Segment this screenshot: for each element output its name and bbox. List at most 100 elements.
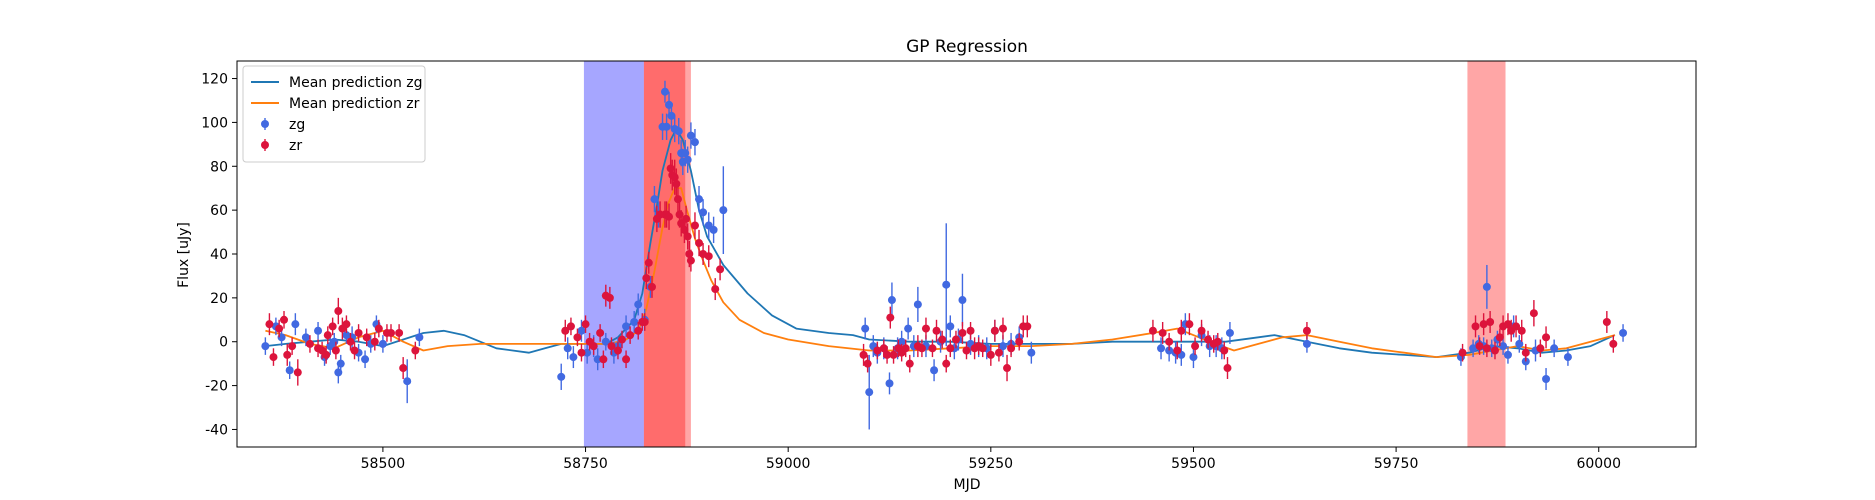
point-zr xyxy=(350,346,359,355)
mean-prediction-lines xyxy=(265,128,1616,359)
x-tick-label: 60000 xyxy=(1576,456,1621,472)
y-tick-label: 120 xyxy=(201,72,228,88)
point-zg xyxy=(662,122,671,131)
point-zg xyxy=(695,195,704,204)
shaded-region-3 xyxy=(1467,61,1506,447)
point-zr xyxy=(695,239,704,248)
point-zg xyxy=(601,337,610,346)
point-zr xyxy=(1007,344,1016,353)
point-zr xyxy=(883,350,892,359)
point-zg xyxy=(998,342,1007,351)
point-zg xyxy=(719,206,728,215)
point-zr xyxy=(599,355,608,364)
point-zr xyxy=(1490,346,1499,355)
shaded-region-0 xyxy=(583,61,644,447)
point-zr xyxy=(990,326,999,335)
point-zr xyxy=(932,326,941,335)
point-zr xyxy=(305,339,314,348)
point-zr xyxy=(1023,322,1032,331)
y-tick-label: 40 xyxy=(210,247,228,263)
point-zr xyxy=(342,320,351,329)
point-zr xyxy=(577,348,586,357)
point-zr xyxy=(1003,364,1012,373)
point-zr xyxy=(362,333,371,342)
point-zg xyxy=(865,388,874,397)
point-zr xyxy=(1542,333,1551,342)
point-zr xyxy=(942,359,951,368)
point-zr xyxy=(626,331,635,340)
y-tick-label: -20 xyxy=(205,379,228,395)
point-zr xyxy=(566,322,575,331)
point-zr xyxy=(1475,342,1484,351)
point-zg xyxy=(1550,344,1559,353)
point-zr xyxy=(917,344,926,353)
point-zr xyxy=(901,344,910,353)
point-zg xyxy=(285,366,294,375)
point-zr xyxy=(648,282,657,291)
point-zr xyxy=(1148,326,1157,335)
y-tick-label: 60 xyxy=(210,203,228,219)
point-zg xyxy=(1469,344,1478,353)
point-zg xyxy=(1027,348,1036,357)
point-zr xyxy=(966,326,975,335)
point-zr xyxy=(986,350,995,359)
point-zr xyxy=(334,307,343,316)
point-zr xyxy=(886,313,895,322)
x-tick-label: 59000 xyxy=(766,456,811,472)
point-zg xyxy=(913,300,922,309)
point-zr xyxy=(998,324,1007,333)
plot-frame xyxy=(236,60,1697,448)
legend: Mean prediction zg Mean prediction zr zg zr xyxy=(242,65,426,163)
point-zg xyxy=(946,322,955,331)
point-zg xyxy=(861,324,870,333)
data-points xyxy=(261,80,1628,430)
point-zg xyxy=(930,366,939,375)
point-zr xyxy=(322,350,331,359)
point-zr xyxy=(879,344,888,353)
y-tick-label: 100 xyxy=(201,115,228,131)
point-zr xyxy=(1512,322,1521,331)
point-zr xyxy=(280,315,289,324)
point-zg xyxy=(1157,344,1166,353)
point-zr xyxy=(395,328,404,337)
point-zr xyxy=(1302,326,1311,335)
point-zg xyxy=(904,324,913,333)
point-zg xyxy=(557,372,566,381)
point-zg xyxy=(378,339,387,348)
point-zr xyxy=(581,320,590,329)
point-zg xyxy=(593,355,602,364)
point-zr xyxy=(686,256,695,265)
chart-title: GP Regression xyxy=(906,37,1028,57)
point-zr xyxy=(958,328,967,337)
point-zg xyxy=(885,379,894,388)
y-tick-label: 80 xyxy=(210,159,228,175)
y-tick-label: 20 xyxy=(210,291,228,307)
point-zr xyxy=(1173,346,1182,355)
point-zg xyxy=(336,359,345,368)
x-tick-label: 59250 xyxy=(969,456,1014,472)
point-zr xyxy=(1521,348,1530,357)
point-zr xyxy=(1536,344,1545,353)
point-zg xyxy=(261,342,270,351)
point-zr xyxy=(994,348,1003,357)
point-zg xyxy=(415,333,424,342)
point-zg xyxy=(563,344,572,353)
point-zg xyxy=(660,87,669,96)
point-zr xyxy=(863,359,872,368)
axis-ticks: 58500 58750 59000 59250 59500 59750 60000 -40 -2… xyxy=(201,72,1621,472)
point-zr xyxy=(704,252,713,261)
point-zr xyxy=(1503,320,1512,329)
point-zr xyxy=(293,368,302,377)
x-tick-label: 58500 xyxy=(361,456,406,472)
point-zr xyxy=(1479,320,1488,329)
point-zr xyxy=(672,179,681,188)
point-zg xyxy=(1302,339,1311,348)
point-zr xyxy=(640,317,649,326)
point-zr xyxy=(644,258,653,267)
point-zr xyxy=(1185,320,1194,329)
point-zr xyxy=(1495,333,1504,342)
point-zr xyxy=(269,353,278,362)
point-zg xyxy=(1542,375,1551,384)
point-zg xyxy=(622,322,631,331)
point-zr xyxy=(675,210,684,219)
